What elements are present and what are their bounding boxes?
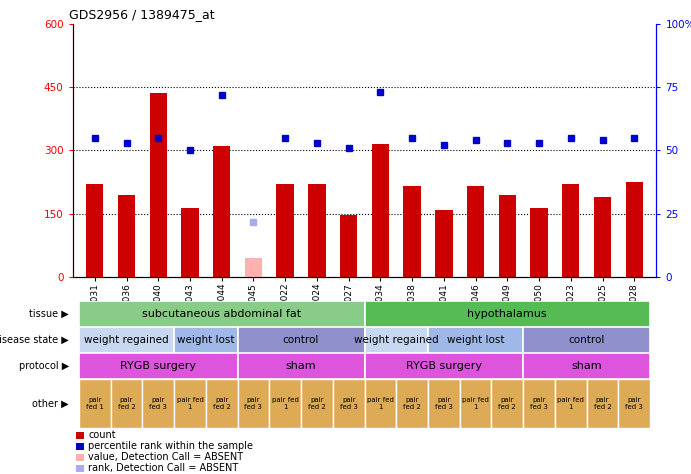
Text: weight lost: weight lost (447, 335, 504, 345)
Bar (523, 353, 650, 379)
Bar (238, 327, 365, 353)
Bar (174, 327, 238, 353)
Text: control: control (569, 335, 605, 345)
Bar (79, 379, 111, 428)
Text: value, Detection Call = ABSENT: value, Detection Call = ABSENT (88, 453, 243, 463)
Bar (213, 146, 230, 277)
Bar (618, 379, 650, 428)
Bar (269, 379, 301, 428)
Text: other ▶: other ▶ (32, 398, 69, 409)
Bar (79, 301, 365, 327)
Text: pair
fed 2: pair fed 2 (404, 397, 421, 410)
Text: pair
fed 3: pair fed 3 (530, 397, 548, 410)
Text: count: count (88, 430, 116, 440)
Text: pair fed
1: pair fed 1 (367, 397, 394, 410)
Bar (238, 353, 365, 379)
Bar (555, 379, 587, 428)
Text: weight regained: weight regained (84, 335, 169, 345)
Bar (117, 195, 135, 277)
Text: pair
fed 1: pair fed 1 (86, 397, 104, 410)
Text: rank, Detection Call = ABSENT: rank, Detection Call = ABSENT (88, 464, 238, 474)
Text: pair
fed 3: pair fed 3 (625, 397, 643, 410)
Text: GDS2956 / 1389475_at: GDS2956 / 1389475_at (69, 9, 215, 21)
Text: weight lost: weight lost (177, 335, 234, 345)
Bar (276, 184, 294, 277)
Bar (396, 379, 428, 428)
Bar (562, 184, 580, 277)
Bar (238, 379, 269, 428)
Text: pair fed
1: pair fed 1 (176, 397, 203, 410)
Bar (86, 184, 104, 277)
Bar (333, 379, 365, 428)
Text: pair
fed 3: pair fed 3 (435, 397, 453, 410)
Text: pair
fed 2: pair fed 2 (213, 397, 231, 410)
Bar (142, 379, 174, 428)
Bar (301, 379, 333, 428)
Bar (372, 144, 389, 277)
Text: pair fed
1: pair fed 1 (272, 397, 299, 410)
Bar (467, 186, 484, 277)
Bar (428, 327, 523, 353)
Text: pair
fed 2: pair fed 2 (498, 397, 516, 410)
Bar (460, 379, 491, 428)
Text: sham: sham (285, 361, 316, 371)
Text: tissue ▶: tissue ▶ (29, 309, 69, 319)
Text: pair fed
1: pair fed 1 (462, 397, 489, 410)
Bar (625, 182, 643, 277)
Bar (206, 379, 238, 428)
Bar (365, 301, 650, 327)
Bar (435, 210, 453, 277)
Bar (149, 93, 167, 277)
Bar (79, 327, 174, 353)
Text: RYGB surgery: RYGB surgery (406, 361, 482, 371)
Bar (365, 327, 428, 353)
Text: pair
fed 3: pair fed 3 (149, 397, 167, 410)
Text: disease state ▶: disease state ▶ (0, 335, 69, 345)
Bar (587, 379, 618, 428)
Text: percentile rank within the sample: percentile rank within the sample (88, 441, 254, 451)
Bar (594, 197, 612, 277)
Text: subcutaneous abdominal fat: subcutaneous abdominal fat (142, 309, 301, 319)
Bar (499, 195, 516, 277)
Text: control: control (283, 335, 319, 345)
Text: hypothalamus: hypothalamus (468, 309, 547, 319)
Text: RYGB surgery: RYGB surgery (120, 361, 196, 371)
Bar (530, 208, 548, 277)
Bar (111, 379, 142, 428)
Bar (404, 186, 421, 277)
Bar (340, 215, 357, 277)
Bar (308, 184, 325, 277)
Bar (79, 353, 238, 379)
Text: sham: sham (571, 361, 602, 371)
Text: pair
fed 2: pair fed 2 (308, 397, 325, 410)
Bar (365, 353, 523, 379)
Text: pair
fed 3: pair fed 3 (340, 397, 357, 410)
Bar (174, 379, 206, 428)
Bar (365, 379, 396, 428)
Bar (523, 327, 650, 353)
Bar (491, 379, 523, 428)
Text: protocol ▶: protocol ▶ (19, 361, 69, 371)
Bar (428, 379, 460, 428)
Bar (523, 379, 555, 428)
Text: pair
fed 3: pair fed 3 (245, 397, 263, 410)
Text: pair fed
1: pair fed 1 (558, 397, 584, 410)
Text: weight regained: weight regained (354, 335, 439, 345)
Text: pair
fed 2: pair fed 2 (594, 397, 612, 410)
Text: pair
fed 2: pair fed 2 (117, 397, 135, 410)
Bar (181, 208, 199, 277)
Bar (245, 258, 262, 277)
